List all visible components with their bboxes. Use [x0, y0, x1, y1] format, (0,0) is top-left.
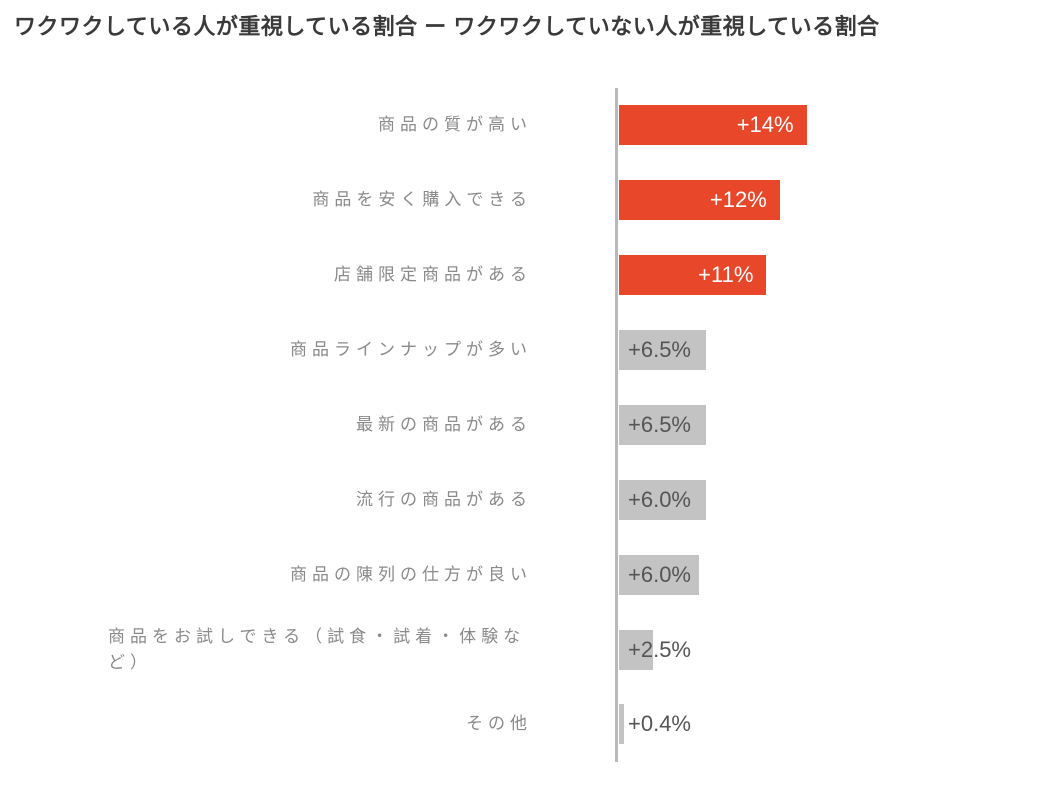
category-label-cell: 最新の商品がある — [0, 388, 532, 463]
category-label-cell: 商品をお試しできる（試食・試着・体験など） — [0, 612, 532, 687]
category-label: 最新の商品がある — [356, 414, 532, 434]
value-label: +6.5% — [628, 411, 691, 437]
bar: +0.4% — [619, 704, 691, 745]
bar: +6.0% — [619, 479, 707, 520]
chart-row-7: 商品の陳列の仕方が良い +6.0% — [0, 537, 1051, 612]
category-label: 流行の商品がある — [356, 489, 532, 509]
bar: +14% — [619, 105, 807, 146]
value-label: +14% — [736, 112, 794, 138]
value-label: +12% — [709, 187, 767, 213]
bar: +6.5% — [619, 330, 707, 371]
category-label: 商品を安く購入できる — [312, 190, 532, 210]
bar-chart-plot-area: 商品の質が高い +14% 商品を安く購入できる +12% 店舗限定商品がある +… — [0, 88, 1051, 762]
chart-row-3: 店舗限定商品がある +11% — [0, 238, 1051, 313]
category-label-cell: 商品ラインナップが多い — [0, 313, 532, 388]
bar: +12% — [619, 180, 780, 221]
y-axis-line — [615, 88, 618, 762]
bar: +2.5% — [619, 629, 691, 670]
bar-rows-container: 商品の質が高い +14% 商品を安く購入できる +12% 店舗限定商品がある +… — [0, 88, 1051, 762]
category-label: 店舗限定商品がある — [334, 265, 532, 285]
bar: +11% — [619, 255, 767, 296]
bar: +6.0% — [619, 554, 700, 595]
chart-row-9: その他 +0.4% — [0, 687, 1051, 762]
chart-row-1: 商品の質が高い +14% — [0, 88, 1051, 163]
chart-row-8: 商品をお試しできる（試食・試着・体験など） +2.5% — [0, 612, 1051, 687]
value-label: +6.0% — [628, 561, 691, 587]
category-label-cell: その他 — [0, 687, 532, 762]
category-label: 商品ラインナップが多い — [290, 340, 532, 360]
category-label-cell: 流行の商品がある — [0, 462, 532, 537]
category-label: 商品の陳列の仕方が良い — [290, 564, 532, 584]
bar: +6.5% — [619, 404, 707, 445]
category-label: 商品の質が高い — [378, 115, 532, 135]
chart-row-4: 商品ラインナップが多い +6.5% — [0, 313, 1051, 388]
value-label: +6.5% — [628, 337, 691, 363]
category-label-cell: 商品の質が高い — [0, 88, 532, 163]
value-label: +11% — [698, 262, 754, 288]
category-label: 商品をお試しできる（試食・試着・体験など） — [108, 626, 526, 672]
chart-row-6: 流行の商品がある +6.0% — [0, 462, 1051, 537]
category-label-cell: 商品の陳列の仕方が良い — [0, 537, 532, 612]
value-label: +2.5% — [628, 636, 691, 662]
value-label: +6.0% — [628, 486, 691, 512]
category-label-cell: 商品を安く購入できる — [0, 163, 532, 238]
chart-row-5: 最新の商品がある +6.5% — [0, 388, 1051, 463]
chart-title: ワクワクしている人が重視している割合 ー ワクワクしていない人が重視している割合 — [14, 14, 880, 39]
value-label: +0.4% — [628, 711, 691, 737]
category-label: その他 — [466, 714, 532, 734]
chart-row-2: 商品を安く購入できる +12% — [0, 163, 1051, 238]
category-label-cell: 店舗限定商品がある — [0, 238, 532, 313]
